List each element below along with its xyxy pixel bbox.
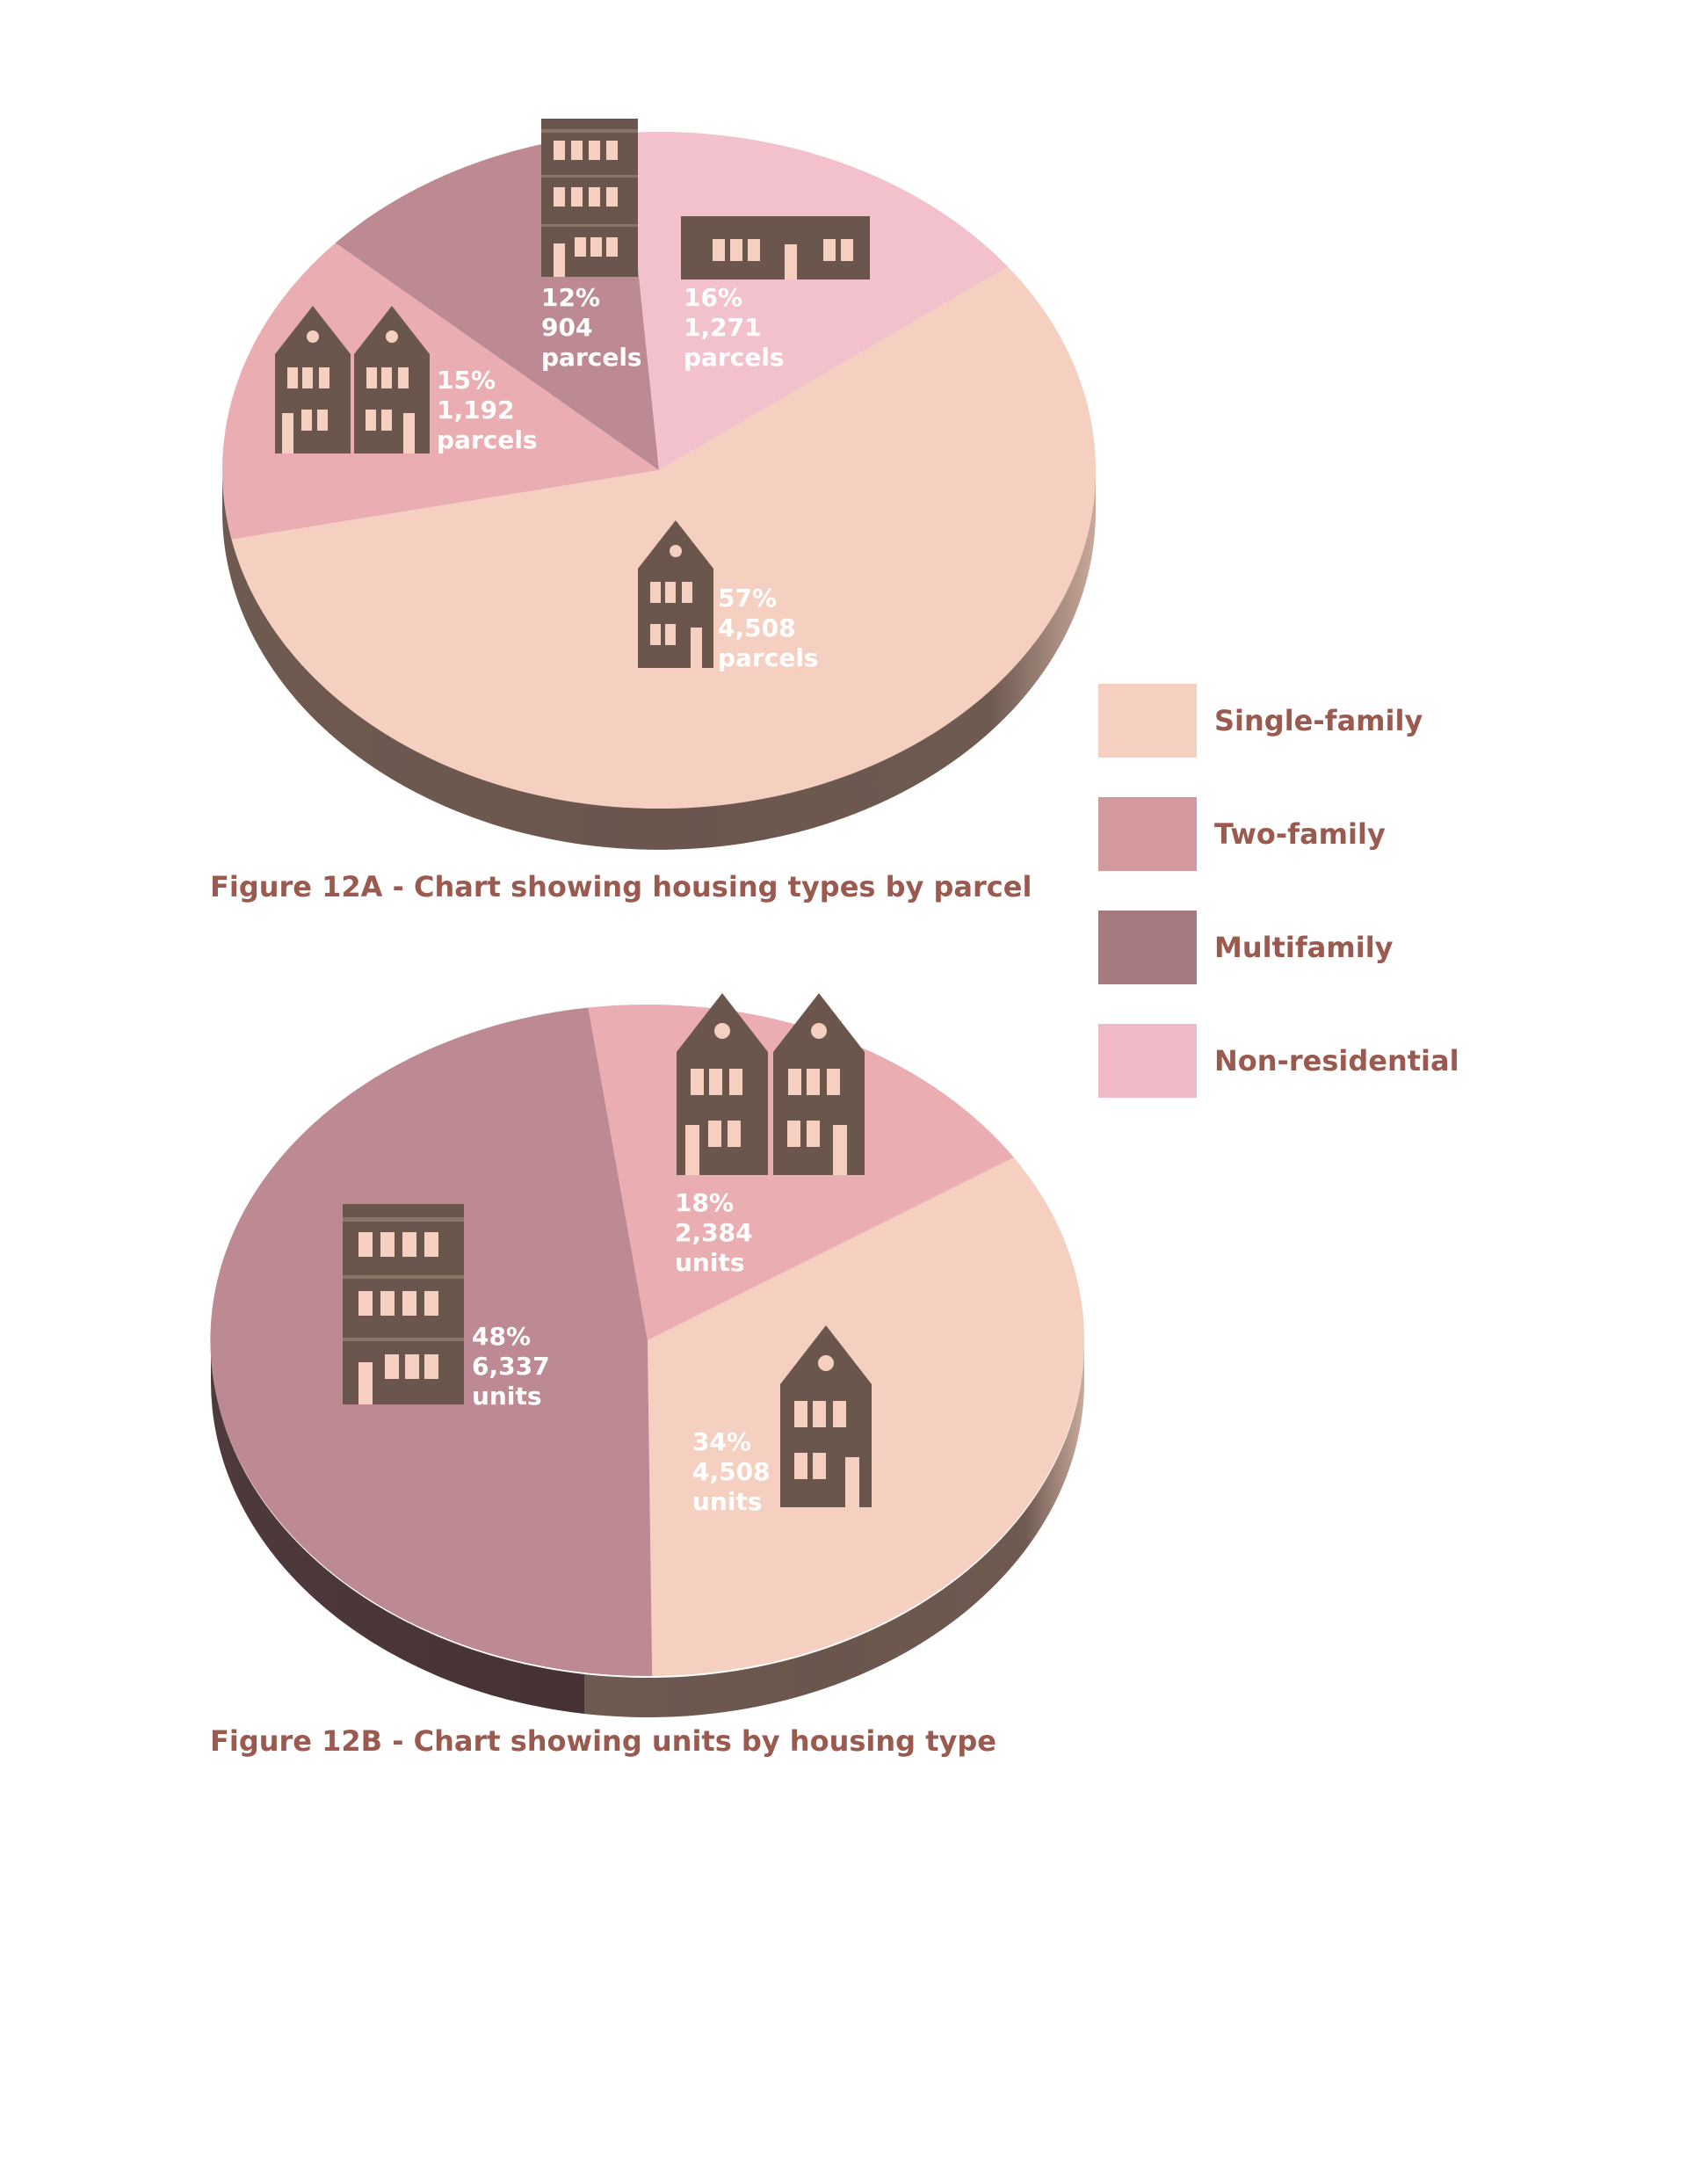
two-family-house-icon (275, 306, 430, 453)
legend-item-two-family: Two-family (1098, 797, 1459, 871)
legend-label: Non-residential (1214, 1044, 1459, 1077)
figure-12b-caption: Figure 12B - Chart showing units by hous… (210, 1724, 996, 1758)
legend-item-multifamily: Multifamily (1098, 911, 1459, 984)
figure-12a-caption: Figure 12A - Chart showing housing types… (210, 870, 1032, 903)
two-family-house-icon (677, 993, 865, 1175)
pie-b-side-right (584, 1340, 1085, 1718)
legend-label: Multifamily (1214, 931, 1394, 964)
pie-chart-b (210, 1004, 1085, 1718)
legend-swatch (1098, 684, 1197, 758)
pie-a-label-multifamily: 12% 904 parcels (541, 283, 642, 372)
pie-a-label-single-family: 57% 4,508 parcels (718, 584, 819, 672)
pie-b-label-multifamily: 48% 6,337 units (472, 1322, 558, 1411)
pie-b-label-two-family: 18% 2,384 units (675, 1188, 761, 1277)
pie-b-side-left (210, 1340, 585, 1714)
single-family-house-icon (780, 1325, 872, 1507)
chart-legend: Single-family Two-family Multifamily Non… (1098, 684, 1459, 1137)
apartment-building-icon (343, 1204, 464, 1404)
pie-chart-a (222, 131, 1097, 850)
pie-a-label-two-family: 15% 1,192 parcels (437, 366, 538, 454)
legend-swatch (1098, 797, 1197, 871)
legend-item-non-residential: Non-residential (1098, 1024, 1459, 1098)
legend-swatch (1098, 1024, 1197, 1098)
legend-label: Single-family (1214, 704, 1423, 737)
pie-a-label-non-residential: 16% 1,271 parcels (684, 283, 785, 372)
apartment-building-icon (541, 119, 638, 277)
commercial-building-icon (681, 216, 870, 279)
pie-a-slice-two-family (222, 243, 660, 540)
pie-b-label-single-family: 34% 4,508 units (692, 1427, 778, 1516)
legend-item-single-family: Single-family (1098, 684, 1459, 758)
legend-label: Two-family (1214, 817, 1386, 851)
single-family-house-icon (638, 520, 713, 668)
legend-swatch (1098, 911, 1197, 984)
